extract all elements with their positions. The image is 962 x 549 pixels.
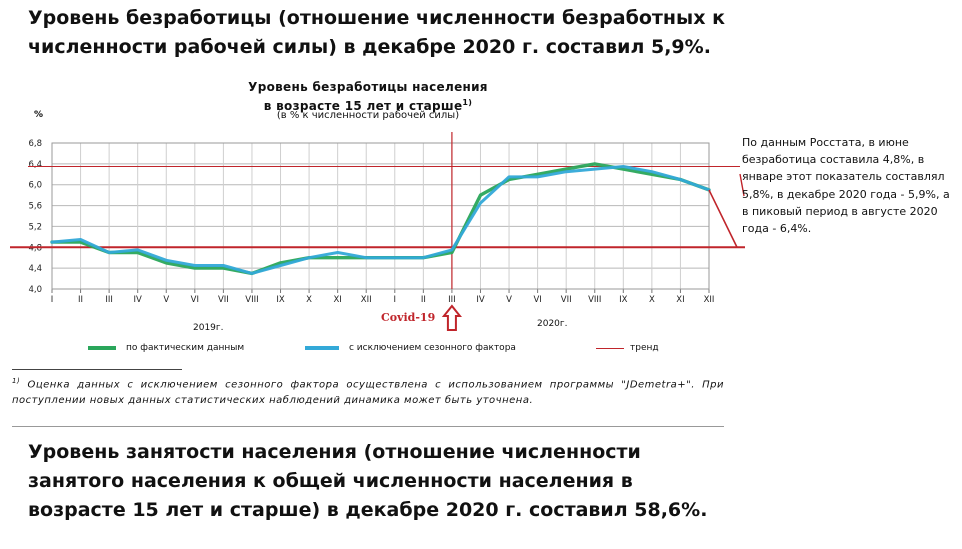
- y-tick-label: 6,0: [28, 181, 42, 191]
- x-tick-label: VII: [218, 295, 229, 305]
- x-tick-label: III: [105, 295, 113, 305]
- legend-item-seasonal: с исключением сезонного фактора: [305, 341, 516, 355]
- y-tick-label: 6,8: [28, 139, 42, 149]
- x-tick-label: XI: [676, 295, 684, 305]
- annotation-pointer-line: [708, 189, 738, 248]
- covid-arrow-icon: [441, 304, 462, 331]
- headline-employment: Уровень занятости населения (отношение ч…: [28, 441, 708, 521]
- x-tick-label: IV: [476, 295, 485, 305]
- y-tick-label: 5,2: [28, 222, 42, 232]
- footnote-text: Оценка данных с исключением сезонного фа…: [12, 379, 724, 406]
- footnote-separator: [12, 369, 182, 370]
- legend-label-trend: тренд: [630, 343, 659, 353]
- x-tick-label: V: [506, 295, 512, 305]
- x-tick-label: VIII: [245, 295, 258, 305]
- covid-label: Covid-19: [381, 311, 436, 324]
- y-tick-label: 4,0: [28, 285, 42, 295]
- x-tick-label: I: [394, 295, 397, 305]
- headline-unemployment: Уровень безработицы (отношение численнос…: [28, 7, 725, 58]
- chart-title-line2-text: в возрасте 15 лет и старше: [263, 99, 463, 113]
- y-tick-label: 4,4: [28, 264, 42, 274]
- chart-title-line2: в возрасте 15 лет и старше1): [218, 95, 518, 114]
- x-tick-label: II: [421, 295, 426, 305]
- year-label-2020: 2020г.: [537, 319, 568, 329]
- annotation-tick-line: [739, 173, 745, 197]
- y-tick-label: 5,6: [28, 202, 42, 212]
- legend-swatch-actual: [88, 346, 116, 350]
- footnote: 1) Оценка данных с исключением сезонного…: [12, 374, 724, 408]
- x-tick-label: II: [78, 295, 83, 305]
- legend-item-trend: тренд: [596, 341, 659, 355]
- legend-label-actual: по фактическим данным: [126, 343, 245, 353]
- x-tick-label: VI: [191, 295, 199, 305]
- chart-subtitle: (в % к численности рабочей силы): [276, 110, 460, 121]
- x-tick-label: VI: [533, 295, 541, 305]
- plot-frame: [51, 142, 710, 290]
- series-seasonal-line: [50, 165, 711, 275]
- x-tick-label: IX: [619, 295, 628, 305]
- rosstat-annotation: По данным Росстата, в июне безработица с…: [742, 136, 950, 236]
- legend-label-seasonal: с исключением сезонного фактора: [349, 343, 516, 353]
- x-tick-label: X: [306, 295, 312, 305]
- x-tick-label: IX: [276, 295, 285, 305]
- x-tick-label: V: [163, 295, 169, 305]
- x-tick-label: XII: [361, 295, 372, 305]
- legend-swatch-trend: [596, 347, 624, 349]
- chart-title: Уровень безработицы населения: [248, 80, 488, 94]
- x-tick-label: X: [649, 295, 655, 305]
- x-tick-label: III: [448, 295, 456, 305]
- year-label-2019: 2019г.: [193, 323, 224, 333]
- legend-item-actual: по фактическим данным: [88, 341, 244, 355]
- footnote-marker: 1): [12, 377, 21, 385]
- x-tick-label: XI: [333, 295, 341, 305]
- chart-title-footnote-marker: 1): [462, 98, 473, 107]
- legend-swatch-seasonal: [305, 346, 339, 350]
- x-tick-label: VII: [561, 295, 572, 305]
- x-tick-label: IV: [134, 295, 143, 305]
- y-axis-unit-label: %: [34, 110, 44, 120]
- x-tick-label: XII: [704, 295, 715, 305]
- x-tick-label: VIII: [588, 295, 601, 305]
- footnote-bottom-divider: [12, 426, 724, 427]
- y-tick-label: 6,4: [28, 160, 42, 170]
- x-tick-label: I: [51, 295, 54, 305]
